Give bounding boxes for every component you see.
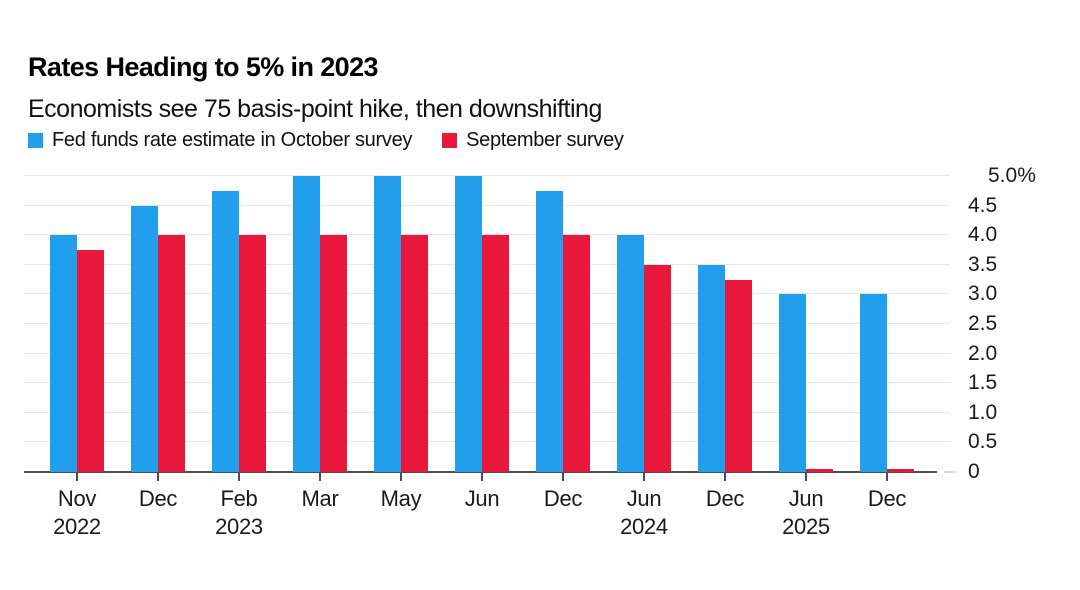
y-axis-label: 0: [968, 460, 980, 483]
x-axis-label-month: May: [380, 486, 422, 511]
x-axis-label-month: Jun: [788, 486, 824, 511]
bar-september-survey: [806, 469, 833, 472]
x-axis-line: [24, 471, 937, 473]
gridline: [24, 234, 950, 235]
x-axis-tick: [238, 472, 240, 481]
bar-september-survey: [239, 235, 266, 472]
bar-september-survey: [725, 280, 752, 472]
legend: Fed funds rate estimate in October surve…: [28, 129, 624, 152]
x-axis-tick: [319, 472, 321, 481]
legend-item-september-survey: September survey: [442, 129, 624, 152]
x-axis-tick: [886, 472, 888, 481]
x-axis-label-year: 2024: [620, 514, 668, 539]
bar-september-survey: [158, 235, 185, 472]
bar-october-survey: [536, 191, 563, 472]
x-axis-tick: [562, 472, 564, 481]
y-axis-label: 3.0: [968, 282, 998, 305]
chart-subtitle: Economists see 75 basis-point hike, then…: [28, 95, 602, 123]
bar-october-survey: [455, 176, 482, 472]
x-axis-label-year: 2023: [215, 514, 263, 539]
legend-label-september-survey: September survey: [466, 129, 624, 151]
y-axis-label: 1.5: [968, 371, 998, 394]
bar-september-survey: [482, 235, 509, 472]
y-axis-label: 4.0: [968, 223, 998, 246]
y-axis-label: 4.5: [968, 194, 998, 217]
x-axis-label-year: 2025: [782, 514, 830, 539]
bar-october-survey: [698, 265, 725, 472]
x-axis-tick: [76, 472, 78, 481]
bar-october-survey: [131, 206, 158, 472]
x-axis-label-month: Mar: [301, 486, 339, 511]
bar-october-survey: [374, 176, 401, 472]
bar-october-survey: [617, 235, 644, 472]
bar-october-survey: [293, 176, 320, 472]
gridline: [24, 175, 950, 176]
y-axis-label: 0.5: [968, 430, 998, 453]
x-axis-label-month: Dec: [705, 486, 745, 511]
october-series-swatch-icon: [28, 133, 43, 148]
legend-label-october-survey: Fed funds rate estimate in October surve…: [52, 129, 413, 151]
bar-september-survey: [320, 235, 347, 472]
chart-title: Rates Heading to 5% in 2023: [28, 52, 379, 82]
x-axis-tick: [400, 472, 402, 481]
x-axis-tick: [157, 472, 159, 481]
september-series-swatch-icon: [442, 133, 458, 148]
x-axis-label-month: Jun: [626, 486, 662, 511]
x-axis-tick: [643, 472, 645, 481]
bar-october-survey: [50, 235, 77, 472]
x-axis-label-month: Dec: [138, 486, 178, 511]
y-axis-label: 5.0%: [988, 164, 1036, 187]
bar-september-survey: [77, 250, 104, 472]
x-axis-label-month: Dec: [543, 486, 583, 511]
x-axis-label-month: Nov: [57, 486, 97, 511]
bar-october-survey: [860, 294, 887, 472]
y-axis-label: 2.0: [968, 342, 998, 365]
x-axis-tick: [724, 472, 726, 481]
bar-september-survey: [401, 235, 428, 472]
y-axis-label: 2.5: [968, 312, 998, 335]
gridline: [24, 205, 950, 206]
x-axis-label-month: Dec: [867, 486, 907, 511]
legend-item-october-survey: Fed funds rate estimate in October surve…: [28, 129, 412, 152]
x-axis-label-month: Feb: [220, 486, 258, 511]
bar-september-survey: [644, 265, 671, 472]
x-axis-label-month: Jun: [464, 486, 500, 511]
x-axis-label-year: 2022: [53, 514, 101, 539]
bar-october-survey: [212, 191, 239, 472]
x-axis-tick: [805, 472, 807, 481]
bar-september-survey: [887, 469, 914, 472]
x-axis-tick: [481, 472, 483, 481]
y-axis-label: 3.5: [968, 253, 998, 276]
bar-october-survey: [779, 294, 806, 472]
x-axis-end-tick: [944, 471, 956, 473]
bar-september-survey: [563, 235, 590, 472]
y-axis-label: 1.0: [968, 401, 998, 424]
